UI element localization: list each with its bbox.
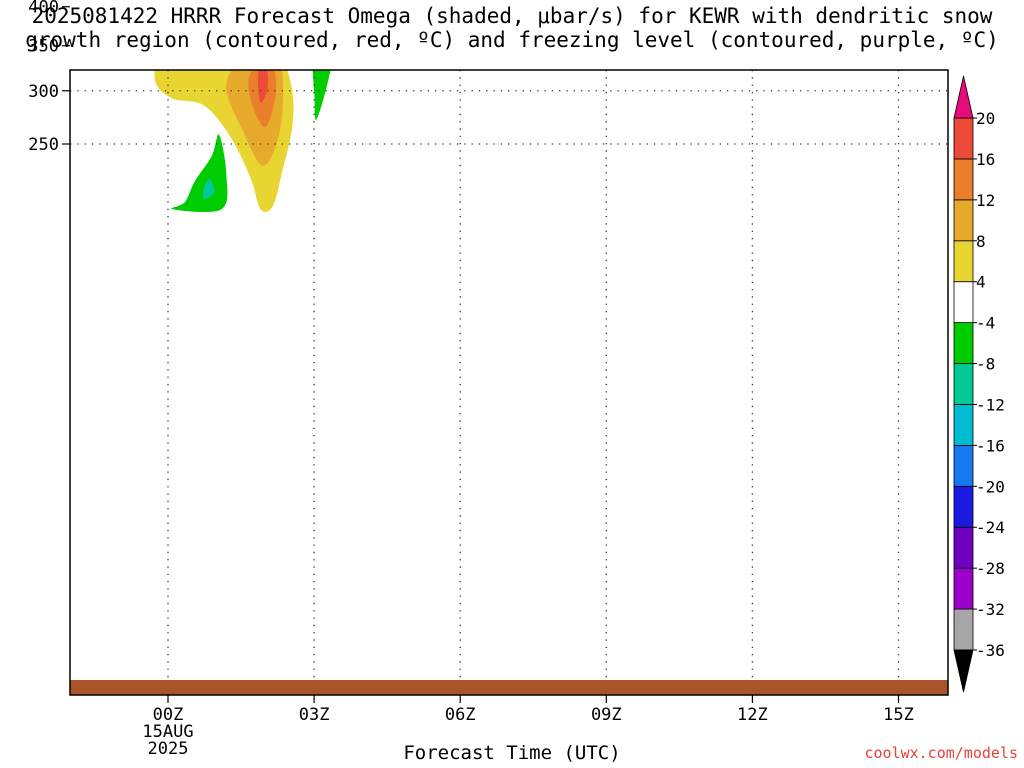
colorbar-label-3: -24 xyxy=(976,518,1005,537)
colorbar-label-10: 8 xyxy=(976,232,986,251)
colorbar-label-9: 4 xyxy=(976,273,986,292)
x-tick-label-15Z: 15Z xyxy=(883,705,914,725)
colorbar-bin-7 xyxy=(953,322,974,364)
omega-region-6 xyxy=(213,0,219,10)
x-axis-label: Forecast Time (UTC) xyxy=(403,742,621,764)
x-tick-label-00Z: 00Z xyxy=(153,705,184,725)
colorbar-label-12: 16 xyxy=(976,150,995,169)
colorbar-bin-0 xyxy=(953,608,974,651)
x-tick-sublabel-0: 15AUG xyxy=(142,722,193,742)
colorbar-label-0: -36 xyxy=(976,641,1005,660)
terrain-strip xyxy=(70,680,948,695)
omega-region-5 xyxy=(257,70,268,103)
colorbar-label-1: -32 xyxy=(976,600,1005,619)
colorbar-bin-12 xyxy=(953,117,974,160)
title-line-1: 2025081422 HRRR Forecast Omega (shaded, … xyxy=(31,4,993,28)
x-tick-sublabel-1: 2025 xyxy=(148,739,189,759)
colorbar-bin-9 xyxy=(953,240,974,283)
colorbar-label-6: -12 xyxy=(976,395,1005,414)
colorbar-bin-2 xyxy=(953,526,974,569)
y-tick-label-250: 250 xyxy=(28,135,59,155)
title-line-2: growth region (contoured, red, ºC) and f… xyxy=(25,28,999,52)
omega-region-1 xyxy=(202,178,215,200)
temperature-contours: -18-12-12-1200 xyxy=(95,0,962,9)
x-tick-label-06Z: 06Z xyxy=(445,705,476,725)
colorbar-over-arrow xyxy=(953,75,974,119)
contour-label-0: -18 xyxy=(691,0,716,9)
colorbar-bin-4 xyxy=(953,444,974,487)
omega-shading xyxy=(107,0,331,213)
y-axis: 2503003504004505005506006507007508008509… xyxy=(28,0,70,155)
colorbar-bin-6 xyxy=(953,363,974,405)
colorbar-bin-3 xyxy=(953,485,974,528)
colorbar-under-arrow xyxy=(953,649,974,693)
y-tick-label-350: 350 xyxy=(28,37,59,57)
gridlines xyxy=(70,70,948,695)
x-tick-label-09Z: 09Z xyxy=(591,705,622,725)
plot-frame xyxy=(69,69,949,696)
colorbar-bin-5 xyxy=(953,404,974,446)
chart-title: 2025081422 HRRR Forecast Omega (shaded, … xyxy=(0,4,1024,52)
y-tick-label-400: 400 xyxy=(28,0,59,18)
x-tick-label-03Z: 03Z xyxy=(299,705,330,725)
colorbar-bin-11 xyxy=(953,158,974,201)
colorbar-label-13: 20 xyxy=(976,109,995,128)
contour-label-bg-0 xyxy=(688,0,719,7)
colorbar-label-2: -28 xyxy=(976,559,1005,578)
y-tick-label-300: 300 xyxy=(28,82,59,102)
watermark: coolwx.com/models xyxy=(864,744,1018,762)
colorbar-label-11: 12 xyxy=(976,191,995,210)
omega-region-0 xyxy=(171,134,228,213)
omega-region-8 xyxy=(312,70,331,120)
colorbar-label-8: -4 xyxy=(976,314,995,333)
colorbar-label-4: -20 xyxy=(976,477,1005,496)
omega-region-7 xyxy=(107,1,123,46)
x-tick-label-12Z: 12Z xyxy=(737,705,768,725)
colorbar-bin-1 xyxy=(953,567,974,610)
colorbar-bin-10 xyxy=(953,199,974,242)
colorbar-bin-8 xyxy=(953,281,974,324)
colorbar-label-7: -8 xyxy=(976,355,995,374)
colorbar-label-5: -16 xyxy=(976,436,1005,455)
colorbar: -36 -32 -28 -24 -20 -16 -12 -8 -4 4 8 12 16 20 xyxy=(953,75,1005,693)
